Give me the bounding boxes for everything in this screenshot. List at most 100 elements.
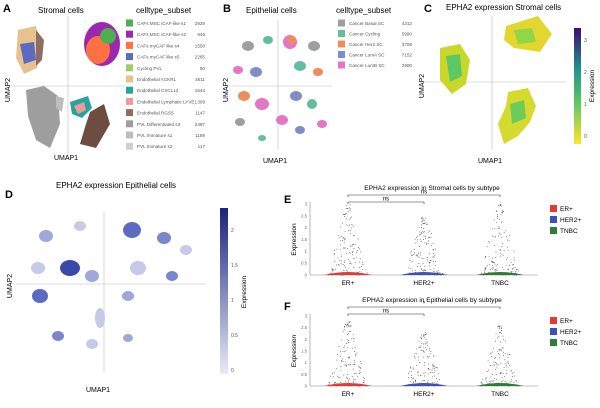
violin-body xyxy=(400,272,448,275)
violin-point xyxy=(334,382,336,384)
violin-point xyxy=(421,342,423,344)
violin-point xyxy=(424,220,426,222)
legend-label: Endothelial ACKR1 xyxy=(137,77,177,82)
violin-point xyxy=(511,268,513,270)
violin-point xyxy=(352,251,354,253)
violin-point xyxy=(495,265,497,267)
violin-point xyxy=(501,253,503,255)
violin-point xyxy=(432,363,434,365)
violin-point xyxy=(343,247,345,249)
legend-swatch xyxy=(550,328,557,335)
legend-count: 1189 xyxy=(195,133,205,138)
violin-point xyxy=(502,210,504,212)
violin-point xyxy=(432,242,434,244)
violin-point xyxy=(349,260,351,262)
legend-label: Cancer LumA SC xyxy=(349,53,385,58)
legend-swatch xyxy=(126,19,133,27)
violin-point xyxy=(432,256,434,258)
violin-point xyxy=(349,330,351,332)
colorbar-ticks: 3 2 1 0 xyxy=(584,38,587,140)
violin-point xyxy=(500,350,502,352)
violin-point xyxy=(499,255,501,257)
violin-point xyxy=(504,375,506,377)
violin-point xyxy=(410,371,412,373)
cluster xyxy=(250,67,262,77)
violin-point xyxy=(506,361,508,363)
violin-point xyxy=(427,373,429,375)
violin-point xyxy=(351,338,352,340)
violin-point xyxy=(349,364,351,366)
legend-swatch xyxy=(126,75,133,83)
violin-point xyxy=(485,267,487,269)
violin-point xyxy=(344,265,346,267)
violin-point xyxy=(429,260,431,261)
legend-label: CAFs MSC iCAF-like s2 xyxy=(137,32,186,37)
violin-point xyxy=(419,246,420,247)
violin-point xyxy=(428,363,430,365)
violin-point xyxy=(500,330,502,332)
legend-count: 4611 xyxy=(195,77,205,82)
y-tick-label: 0 xyxy=(305,384,308,389)
violin-point xyxy=(427,223,429,225)
colorbar-label: Expression xyxy=(241,276,248,309)
significance-label: * xyxy=(423,302,426,308)
violin-point xyxy=(345,365,347,367)
legend-swatch xyxy=(550,216,557,223)
violin-point xyxy=(413,254,415,255)
violin-point xyxy=(508,363,510,364)
legend-count: 4312 xyxy=(402,21,413,26)
cluster xyxy=(255,98,269,110)
violin-point xyxy=(340,366,342,367)
violin-point xyxy=(358,247,359,248)
cluster xyxy=(290,91,302,101)
violin-body xyxy=(324,383,372,386)
legend-label: PVL Differentiated s3 xyxy=(137,122,181,127)
violin-point xyxy=(410,254,412,256)
violin-point xyxy=(350,245,351,247)
cluster xyxy=(510,100,526,124)
violin-point xyxy=(354,379,356,381)
violin-point xyxy=(351,376,353,377)
axis-label-x: UMAP1 xyxy=(86,387,110,394)
legend-label: Cycling PVL xyxy=(137,66,162,71)
violin-point xyxy=(502,351,504,353)
violin-point xyxy=(492,265,493,267)
violin-point xyxy=(490,376,492,378)
y-tick-label: 1.5 xyxy=(301,237,307,242)
legend-label: Cancer Basal SC xyxy=(349,21,385,26)
violin-point xyxy=(505,353,506,355)
violin-point xyxy=(502,372,504,374)
violin-point xyxy=(516,269,518,271)
violin-point xyxy=(342,350,344,352)
violin-point xyxy=(425,333,427,335)
violin-point xyxy=(357,238,359,240)
violin-point xyxy=(507,249,509,251)
violin-point xyxy=(347,210,349,212)
y-tick-label: 0.5 xyxy=(301,372,307,377)
violin-point xyxy=(339,237,341,239)
violin-point xyxy=(433,270,435,272)
violin-point xyxy=(348,326,350,328)
violin-point xyxy=(438,379,440,380)
violin-point xyxy=(419,252,421,253)
violin-point xyxy=(501,326,503,328)
violin-point xyxy=(420,265,422,267)
violin-point xyxy=(503,367,505,368)
colorbar-label: Expression xyxy=(589,70,596,103)
violin-point xyxy=(427,382,429,384)
chart-title: EPHA2 expression in Epithelial cells by … xyxy=(362,297,502,304)
violin-point xyxy=(495,356,496,358)
legend-swatch xyxy=(126,30,133,38)
violin-point xyxy=(414,356,416,358)
violin-point xyxy=(426,259,428,261)
violin-point xyxy=(358,261,360,263)
panel-title: EPHA2 expression Stromal cells xyxy=(446,3,561,12)
violin-point xyxy=(331,268,333,270)
violin-point xyxy=(344,351,346,353)
violin-point xyxy=(346,376,348,378)
violin-point xyxy=(517,270,519,272)
y-tick-label: 3 xyxy=(305,202,308,207)
violin-body xyxy=(476,272,524,275)
violin-point xyxy=(508,354,510,355)
violin-point xyxy=(502,242,504,244)
